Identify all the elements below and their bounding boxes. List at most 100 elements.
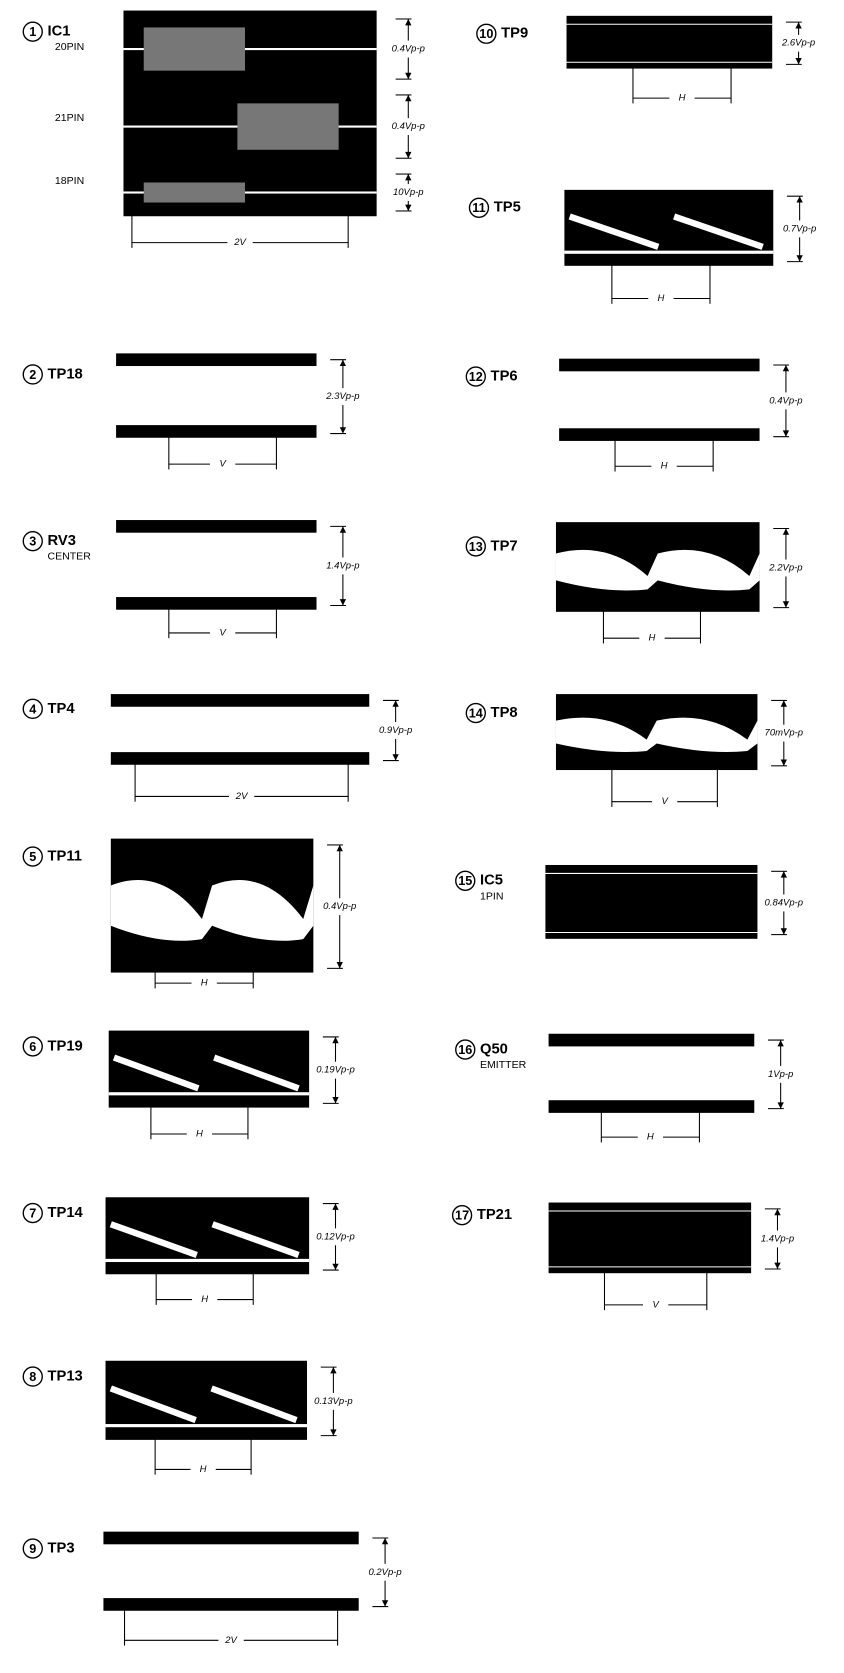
- panel-number: 17: [455, 1209, 469, 1223]
- panel-number: 13: [469, 540, 483, 554]
- span-label: H: [657, 293, 664, 304]
- span-label: V: [661, 796, 669, 807]
- span-label: V: [652, 1299, 660, 1310]
- trace: [555, 717, 758, 753]
- arrow-head: [782, 430, 790, 437]
- amplitude-label: 2.6Vp-p: [781, 38, 815, 49]
- trace: [116, 425, 317, 438]
- arrow-head: [782, 601, 790, 608]
- span-label: H: [661, 461, 668, 472]
- arrow-head: [780, 700, 787, 707]
- arrow-head: [339, 599, 347, 606]
- amplitude-label: 0.4Vp-p: [392, 44, 425, 55]
- panel-label: IC1: [48, 24, 71, 40]
- number-circle: [22, 1036, 43, 1057]
- panel-number: 16: [458, 1043, 472, 1057]
- arrow-head: [782, 528, 790, 535]
- trace: [559, 358, 760, 372]
- number-circle: [455, 1039, 476, 1060]
- trace: [109, 1385, 298, 1424]
- amplitude-label: 0.7Vp-p: [783, 223, 816, 234]
- number-circle: [22, 846, 43, 867]
- panel-sublabel: 1PIN: [480, 890, 503, 902]
- arrow-head: [782, 364, 790, 372]
- trace: [103, 1531, 359, 1545]
- trace: [110, 694, 370, 707]
- number-circle: [22, 1538, 43, 1559]
- arrow-head: [339, 427, 347, 434]
- arrow-head: [332, 1203, 339, 1210]
- arrow-head: [336, 844, 343, 852]
- panel-number: 8: [29, 1370, 36, 1384]
- panel-label: TP5: [494, 200, 521, 216]
- arrow-head: [780, 928, 787, 935]
- span-label: V: [219, 459, 227, 470]
- arrow-head: [332, 1036, 339, 1044]
- number-circle: [22, 530, 43, 552]
- arrow-head: [405, 94, 412, 102]
- panel-sublabel: EMITTER: [480, 1059, 527, 1071]
- span-label: H: [649, 633, 656, 644]
- arrow-head: [780, 871, 787, 878]
- span-label: 2V: [224, 1635, 238, 1646]
- number-circle: [455, 870, 476, 891]
- trace: [564, 250, 774, 254]
- panel-number: 7: [29, 1206, 36, 1220]
- trace: [548, 1100, 755, 1113]
- trace: [116, 520, 317, 533]
- span-label: H: [201, 978, 208, 989]
- panel-label: TP21: [477, 1207, 512, 1223]
- trace: [123, 191, 377, 194]
- arrow-head: [405, 151, 412, 159]
- arrow-head: [392, 754, 399, 761]
- amplitude-label: 0.12Vp-p: [316, 1231, 355, 1242]
- waveform: [545, 864, 758, 939]
- trace: [103, 1598, 359, 1611]
- amplitude-label: 0.2Vp-p: [368, 1567, 401, 1578]
- amplitude-label: 1Vp-p: [768, 1069, 793, 1080]
- arrow-head: [332, 1263, 339, 1271]
- number-circle: [22, 698, 43, 720]
- pin-label: 21PIN: [55, 112, 84, 124]
- trace: [110, 880, 314, 941]
- panel-number: 14: [469, 706, 483, 720]
- trace: [568, 213, 764, 250]
- amplitude-label: 0.4Vp-p: [392, 121, 425, 132]
- arrow-head: [339, 526, 347, 533]
- panel-label: RV3: [48, 533, 76, 549]
- panel-number: 11: [472, 201, 485, 215]
- number-circle: [451, 1205, 473, 1226]
- arrow-head: [405, 18, 412, 26]
- span-label: H: [679, 93, 686, 104]
- panel-number: 10: [479, 27, 493, 41]
- amplitude-label: 2.3Vp-p: [325, 391, 359, 402]
- span-label: 2V: [235, 791, 249, 802]
- amplitude-label: 1.4Vp-p: [326, 560, 359, 571]
- arrow-head: [330, 1429, 337, 1436]
- arrow-head: [795, 58, 802, 65]
- number-circle: [22, 1202, 43, 1224]
- trace: [123, 47, 377, 51]
- trace: [110, 752, 370, 765]
- panel-label: TP11: [48, 848, 82, 864]
- number-circle: [468, 197, 490, 218]
- amplitude-label: 0.9Vp-p: [379, 725, 412, 736]
- arrow-head: [777, 1102, 784, 1109]
- panel-number: 9: [29, 1542, 36, 1556]
- trace: [108, 1092, 310, 1096]
- panel-label: TP7: [491, 538, 518, 554]
- arrow-head: [796, 196, 803, 203]
- arrow-head: [795, 22, 802, 29]
- number-circle: [22, 1366, 43, 1387]
- number-circle: [465, 536, 486, 557]
- trace: [555, 549, 760, 591]
- panel-label: TP19: [48, 1038, 83, 1054]
- panel-label: TP8: [491, 705, 518, 721]
- span-label: H: [647, 1132, 654, 1143]
- trace: [143, 27, 245, 71]
- arrow-head: [330, 1367, 337, 1374]
- panel-number: 1: [29, 25, 36, 39]
- arrow-head: [796, 255, 803, 262]
- arrow-head: [336, 962, 343, 969]
